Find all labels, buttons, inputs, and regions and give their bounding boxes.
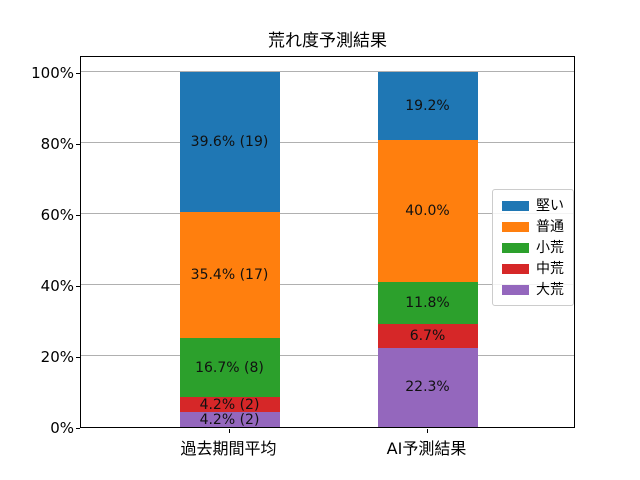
bar-ai-prediction: 22.3% 6.7% 11.8% 40.0% 19.2% <box>377 72 478 427</box>
x-tick-mark-1 <box>426 429 428 433</box>
bar-segment-value-label: 11.8% <box>405 295 450 312</box>
bar-segment-value-label: 4.2% (2) <box>199 396 260 413</box>
y-tick-label-20: 20% <box>40 348 74 366</box>
y-tick-mark-100 <box>76 73 80 74</box>
y-tick-mark-20 <box>76 357 80 358</box>
bar-segment-value-label: 6.7% <box>409 327 446 344</box>
bar-segment-value-label: 16.7% (8) <box>195 359 264 376</box>
bar-segment-小荒-0: 16.7% (8) <box>179 337 280 398</box>
y-tick-mark-60 <box>76 215 80 216</box>
x-tick-label-past-average: 過去期間平均 <box>180 439 277 458</box>
y-tick-label-80: 80% <box>40 135 74 153</box>
bar-segment-堅い-0: 39.6% (19) <box>179 71 280 213</box>
bar-segment-中荒-0: 4.2% (2) <box>179 396 280 413</box>
y-tick-label-0: 0% <box>50 419 74 437</box>
bar-segment-普通-1: 40.0% <box>377 140 478 283</box>
legend-swatch-icon <box>502 221 529 232</box>
bar-segment-普通-0: 35.4% (17) <box>179 212 280 338</box>
legend-swatch-icon <box>502 284 529 295</box>
y-tick-mark-0 <box>76 428 80 429</box>
gridline-80 <box>81 142 574 143</box>
legend-item-堅い: 堅い <box>502 197 564 214</box>
gridline-40 <box>81 284 574 285</box>
bar-segment-堅い-1: 19.2% <box>377 72 478 141</box>
legend-label: 堅い <box>536 197 564 214</box>
legend-item-普通: 普通 <box>502 218 564 235</box>
bar-segment-小荒-1: 11.8% <box>377 282 478 325</box>
gridline-100 <box>81 71 574 72</box>
bar-segment-value-label: 35.4% (17) <box>190 267 269 284</box>
legend-swatch-icon <box>502 200 529 211</box>
bar-segment-中荒-1: 6.7% <box>377 324 478 348</box>
y-tick-label-60: 60% <box>40 206 74 224</box>
chart-title: 荒れ度予測結果 <box>268 31 387 51</box>
bar-segment-value-label: 40.0% <box>405 203 450 220</box>
legend-item-中荒: 中荒 <box>502 260 564 277</box>
gridline-20 <box>81 355 574 356</box>
y-tick-mark-40 <box>76 286 80 287</box>
legend-label: 普通 <box>536 218 564 235</box>
y-tick-label-100: 100% <box>31 64 74 82</box>
legend-label: 小荒 <box>536 239 564 256</box>
legend-swatch-icon <box>502 263 529 274</box>
y-tick-label-40: 40% <box>40 277 74 295</box>
legend: 堅い普通小荒中荒大荒 <box>492 189 574 306</box>
bar-segment-value-label: 19.2% <box>405 98 450 115</box>
bar-segment-大荒-0: 4.2% (2) <box>179 411 280 428</box>
bar-segment-value-label: 22.3% <box>405 379 450 396</box>
bar-segment-value-label: 39.6% (19) <box>190 133 269 150</box>
legend-item-小荒: 小荒 <box>502 239 564 256</box>
legend-swatch-icon <box>502 242 529 253</box>
y-tick-mark-80 <box>76 144 80 145</box>
bar-segment-大荒-1: 22.3% <box>377 347 478 427</box>
bar-segment-value-label: 4.2% (2) <box>199 411 260 428</box>
legend-item-大荒: 大荒 <box>502 281 564 298</box>
bar-past-average: 4.2% (2) 4.2% (2) 16.7% (8) 35.4% (17) 39.6%… <box>179 71 280 428</box>
x-tick-mark-0 <box>228 429 230 433</box>
gridline-60 <box>81 213 574 214</box>
legend-label: 大荒 <box>536 281 564 298</box>
legend-label: 中荒 <box>536 260 564 277</box>
x-tick-label-ai-prediction: AI予測結果 <box>386 439 467 458</box>
